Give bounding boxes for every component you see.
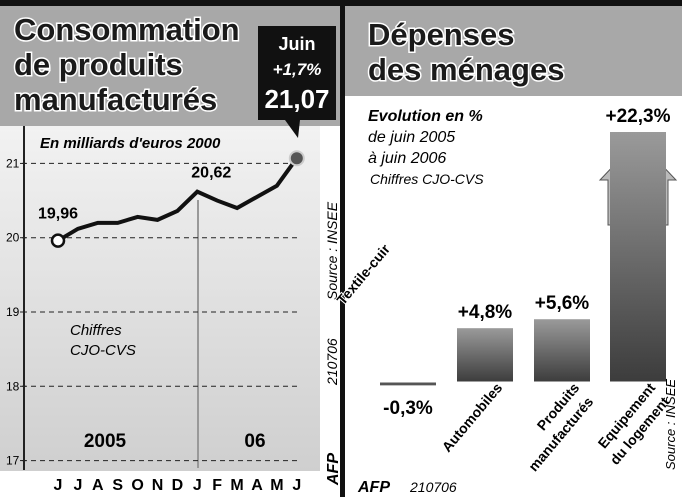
- bar: [380, 382, 436, 385]
- x-tick-label: M: [230, 477, 243, 494]
- source: Source : INSEE: [663, 379, 678, 470]
- chart-title: de produits: [14, 47, 183, 82]
- chart-title: des ménages: [368, 52, 564, 87]
- y-tick-label: 18: [6, 379, 20, 393]
- bar: [534, 319, 590, 382]
- value-label: +22,3%: [606, 106, 671, 127]
- x-tick-label: J: [292, 477, 301, 494]
- x-tick-label: J: [73, 477, 82, 494]
- agency: AFP: [357, 479, 390, 496]
- x-tick-label: O: [131, 477, 143, 494]
- plot-area: [0, 126, 320, 471]
- source: Source : INSEE: [324, 201, 340, 300]
- bar: [610, 132, 666, 382]
- value-label: +5,6%: [535, 293, 590, 314]
- subtitle: Evolution en %: [368, 108, 483, 125]
- chart-title: Consommation: [14, 12, 240, 47]
- top-rule: [0, 0, 682, 6]
- x-tick-label: J: [54, 477, 63, 494]
- x-tick-label: J: [193, 477, 202, 494]
- y-tick-label: 21: [6, 156, 20, 170]
- y-tick-label: 20: [6, 231, 20, 245]
- x-tick-label: F: [212, 477, 222, 494]
- highlight-month: Juin: [278, 34, 315, 54]
- code: 210706: [324, 338, 340, 386]
- x-tick-label: A: [92, 477, 104, 494]
- note: de juin 2005: [368, 129, 455, 146]
- x-tick-label: D: [172, 477, 184, 494]
- value-label: +4,8%: [458, 302, 513, 323]
- note: à juin 2006: [368, 150, 446, 167]
- divider: [340, 6, 345, 497]
- agency: AFP: [325, 453, 342, 486]
- annotation: Chiffres: [70, 322, 122, 339]
- value-label: 20,62: [191, 165, 231, 182]
- infographic: Consommationde produitsmanufacturés 17 18 1…: [0, 0, 682, 497]
- annotation: CJO-CVS: [70, 342, 136, 359]
- note: Chiffres CJO-CVS: [370, 171, 484, 187]
- y-tick-label: 17: [6, 454, 20, 468]
- period-label: 2005: [84, 431, 127, 452]
- value-label: -0,3%: [383, 398, 433, 419]
- highlight-value: 21,07: [264, 84, 329, 114]
- highlight-change: +1,7%: [273, 60, 322, 79]
- x-tick-label: S: [112, 477, 123, 494]
- start-point: [52, 235, 64, 247]
- end-point: [290, 151, 304, 165]
- period-label: 06: [244, 431, 265, 452]
- x-tick-label: M: [270, 477, 283, 494]
- x-tick-label: N: [152, 477, 164, 494]
- y-tick-label: 19: [6, 305, 20, 319]
- value-label: 19,96: [38, 206, 78, 223]
- chart-title: manufacturés: [14, 82, 217, 117]
- bar: [457, 328, 513, 382]
- x-tick-label: A: [251, 477, 263, 494]
- chart-title: Dépenses: [368, 17, 514, 52]
- code: 210706: [409, 479, 457, 495]
- subtitle: En milliards d'euros 2000: [40, 135, 221, 152]
